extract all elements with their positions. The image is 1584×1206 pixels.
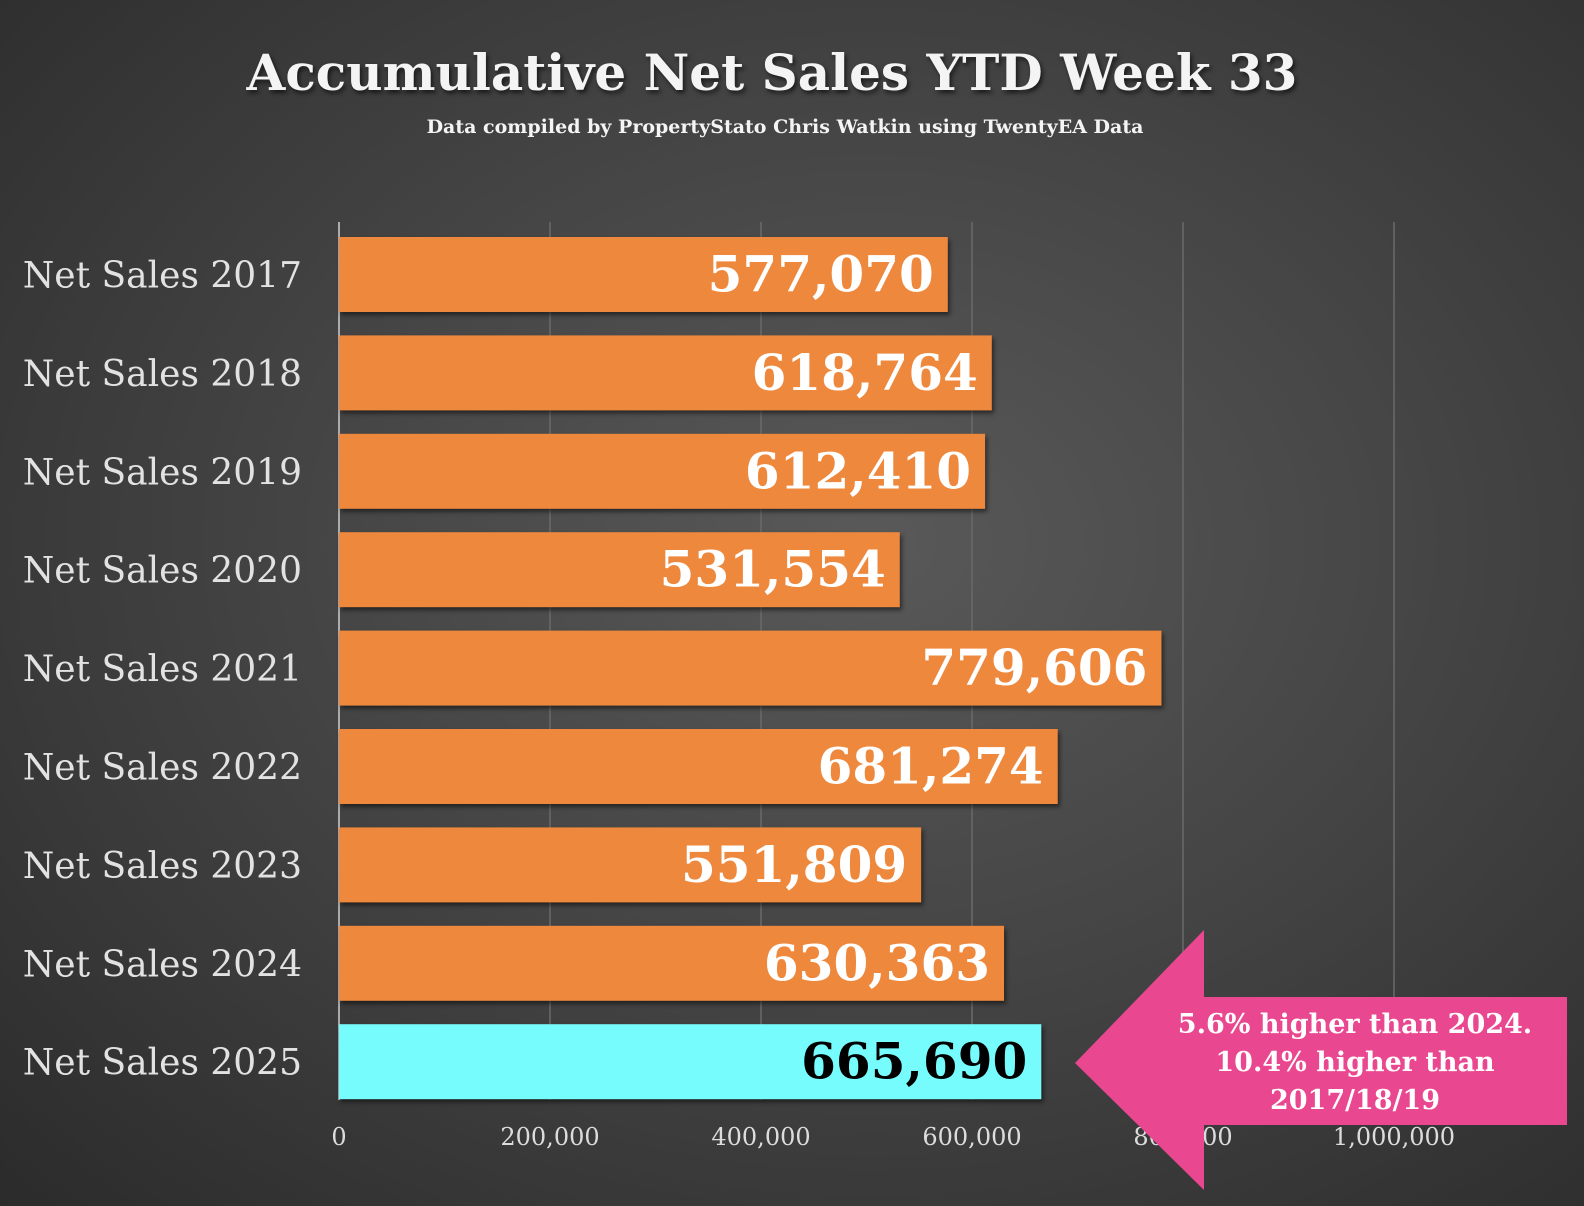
category-label: Net Sales 2017 [23, 256, 302, 297]
x-tick-label: 0 [331, 1123, 346, 1151]
value-label: 618,764 [752, 343, 978, 402]
bar [339, 433, 986, 509]
annotation-line-1: 5.6% higher than 2024. [1178, 1009, 1532, 1040]
value-label: 779,606 [921, 638, 1147, 697]
bar [339, 630, 1162, 706]
value-label: 531,554 [660, 540, 886, 599]
category-label: Net Sales 2021 [23, 649, 302, 690]
arrow-shape [1075, 930, 1567, 1190]
category-label: Net Sales 2023 [23, 846, 302, 887]
bar [339, 237, 948, 312]
bar [339, 827, 922, 903]
annotation-line-2: 10.4% higher than [1215, 1047, 1495, 1078]
category-label: Net Sales 2022 [23, 748, 302, 789]
category-label: Net Sales 2019 [23, 452, 302, 493]
category-label: Net Sales 2024 [23, 944, 302, 985]
category-label: Net Sales 2025 [23, 1043, 302, 1084]
value-label: 665,690 [801, 1032, 1027, 1091]
value-label: 577,070 [708, 245, 934, 304]
x-tick-label: 400,000 [711, 1123, 810, 1151]
value-label: 630,363 [764, 933, 990, 992]
category-label: Net Sales 2020 [23, 551, 302, 592]
bar [339, 335, 992, 411]
annotation-line-3: 2017/18/19 [1270, 1085, 1440, 1116]
x-tick-label: 200,000 [500, 1123, 599, 1151]
annotation-arrow: 5.6% higher than 2024. 10.4% higher than… [1075, 930, 1567, 1190]
chart-title: Accumulative Net Sales YTD Week 33 [246, 43, 1298, 102]
category-label: Net Sales 2018 [23, 354, 302, 395]
x-tick-label: 600,000 [922, 1123, 1021, 1151]
value-label: 551,809 [681, 835, 907, 894]
value-label: 612,410 [745, 441, 971, 500]
x-tick-label: 1,000,000 [1333, 1123, 1455, 1151]
value-label: 681,274 [818, 737, 1044, 796]
bar [339, 532, 900, 608]
bar [339, 729, 1058, 804]
chart-subtitle: Data compiled by PropertyStato Chris Wat… [427, 116, 1144, 138]
bar [339, 1024, 1042, 1100]
bar [339, 925, 1005, 1001]
